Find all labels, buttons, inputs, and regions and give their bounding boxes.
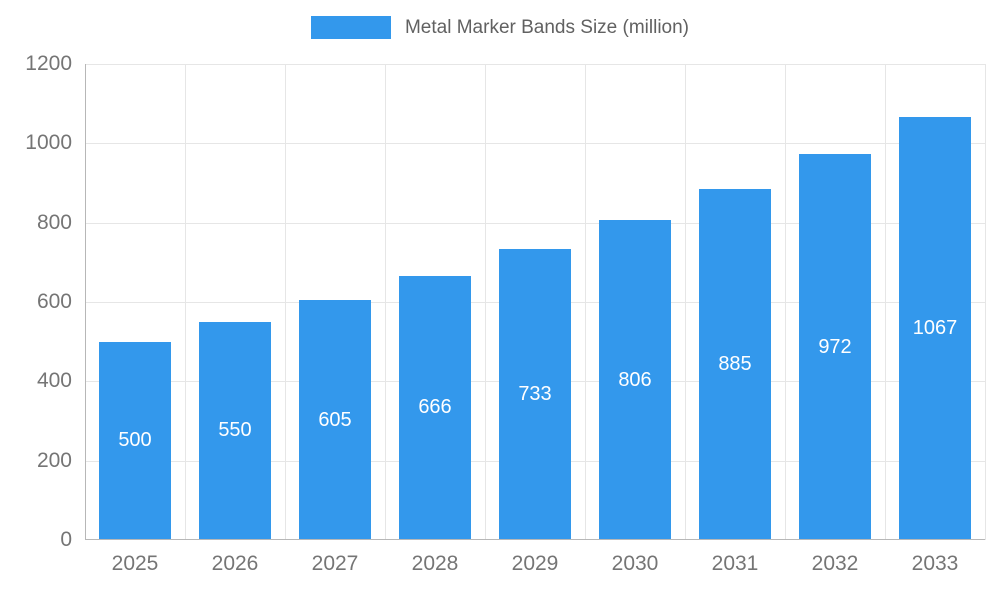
x-axis-line bbox=[85, 539, 985, 540]
legend-swatch bbox=[310, 16, 391, 39]
bar-slot: 806 bbox=[585, 64, 685, 540]
gridline-horizontal bbox=[85, 143, 985, 145]
bar-slot: 666 bbox=[385, 64, 485, 540]
gridline-vertical bbox=[285, 64, 286, 540]
bar-value-label: 733 bbox=[518, 383, 552, 406]
bar: 885 bbox=[699, 188, 771, 540]
bar-value-label: 885 bbox=[718, 352, 752, 375]
y-tick-label: 400 bbox=[36, 369, 72, 393]
gridline-vertical bbox=[185, 64, 186, 540]
bar-slot: 885 bbox=[685, 64, 785, 540]
bar-value-label: 806 bbox=[618, 368, 652, 391]
bar: 733 bbox=[499, 249, 571, 540]
gridline-vertical bbox=[585, 64, 586, 540]
bar: 806 bbox=[599, 220, 671, 540]
bar: 972 bbox=[799, 154, 871, 540]
x-tick-label: 2030 bbox=[611, 552, 659, 575]
bars-row: 500 550 605 666 733 806 885 972 1067 bbox=[85, 64, 985, 540]
gridline-vertical bbox=[885, 64, 886, 540]
bar: 500 bbox=[99, 341, 171, 540]
gridline-horizontal bbox=[85, 64, 985, 65]
y-tick-label: 0 bbox=[60, 528, 72, 551]
y-axis: 0 200 400 600 800 1000 1200 bbox=[0, 52, 72, 551]
bar: 605 bbox=[299, 300, 371, 540]
x-tick-label: 2027 bbox=[311, 552, 359, 575]
bar-value-label: 500 bbox=[118, 429, 152, 452]
gridline-vertical bbox=[785, 64, 786, 540]
y-tick-label: 200 bbox=[36, 448, 72, 472]
bar-value-label: 605 bbox=[318, 408, 352, 431]
bar-value-label: 666 bbox=[418, 396, 452, 419]
bar: 666 bbox=[399, 275, 471, 540]
bar-value-label: 972 bbox=[818, 335, 852, 358]
gridline-vertical bbox=[384, 64, 386, 540]
y-tick-label: 1000 bbox=[25, 131, 72, 155]
x-tick-label: 2033 bbox=[911, 552, 959, 575]
bar-value-label: 1067 bbox=[912, 316, 958, 339]
gridline-vertical bbox=[684, 64, 686, 540]
y-axis-line bbox=[85, 64, 86, 540]
x-tick-label: 2028 bbox=[411, 552, 459, 575]
y-tick-label: 800 bbox=[36, 210, 72, 234]
bar-slot: 733 bbox=[485, 64, 585, 540]
chart-legend: Metal Marker Bands Size (million) bbox=[0, 16, 1000, 39]
gridline-vertical bbox=[985, 64, 986, 540]
gridline-horizontal bbox=[85, 222, 985, 224]
x-axis: 2025 2026 2027 2028 2029 2030 2031 2032 2033 bbox=[85, 552, 985, 576]
legend-label: Metal Marker Bands Size (million) bbox=[404, 16, 690, 38]
x-tick-label: 2025 bbox=[111, 552, 159, 575]
gridline-vertical bbox=[485, 64, 486, 540]
bar-slot: 1067 bbox=[885, 64, 985, 540]
bar-value-label: 550 bbox=[218, 419, 252, 442]
plot-area: 500 550 605 666 733 806 885 972 1067 bbox=[85, 64, 986, 540]
bar-slot: 500 bbox=[85, 64, 185, 540]
y-tick-label: 600 bbox=[36, 290, 72, 313]
bar: 1067 bbox=[899, 116, 971, 540]
x-tick-label: 2032 bbox=[811, 552, 859, 575]
x-tick-label: 2026 bbox=[211, 552, 259, 575]
y-tick-label: 1200 bbox=[25, 52, 72, 75]
x-tick-label: 2031 bbox=[711, 552, 759, 575]
x-tick-label: 2029 bbox=[511, 552, 559, 575]
bar-slot: 605 bbox=[285, 64, 385, 540]
bar: 550 bbox=[199, 321, 271, 540]
bar-slot: 972 bbox=[785, 64, 885, 540]
bar-slot: 550 bbox=[185, 64, 285, 540]
